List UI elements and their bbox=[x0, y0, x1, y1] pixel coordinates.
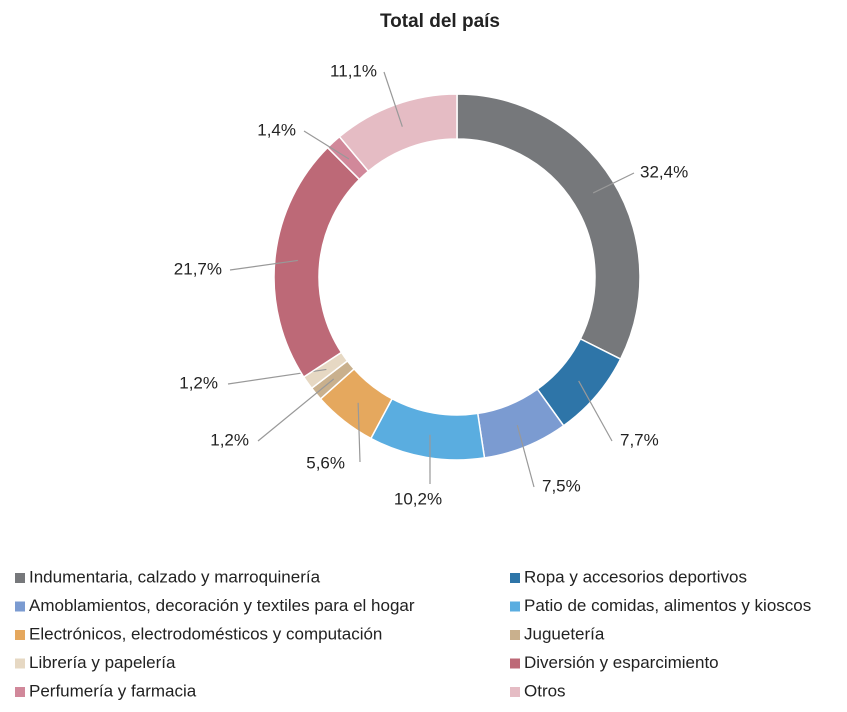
legend-swatch bbox=[15, 659, 25, 669]
legend-swatch bbox=[15, 602, 25, 612]
data-label: 10,2% bbox=[394, 489, 442, 508]
legend-label: Librería y papelería bbox=[29, 653, 176, 672]
data-label: 7,5% bbox=[542, 476, 581, 495]
data-label: 1,2% bbox=[210, 430, 249, 449]
legend-label: Patio de comidas, alimentos y kioscos bbox=[524, 596, 811, 615]
data-label: 11,1% bbox=[330, 61, 377, 80]
legend-swatch bbox=[510, 659, 520, 669]
legend-swatch bbox=[510, 602, 520, 612]
chart-title: Total del país bbox=[380, 11, 500, 32]
legend-swatch bbox=[15, 573, 25, 583]
legend-swatch bbox=[510, 687, 520, 697]
data-label: 21,7% bbox=[174, 259, 222, 278]
legend-label: Otros bbox=[524, 681, 566, 700]
data-label: 7,7% bbox=[620, 430, 659, 449]
legend-label: Amoblamientos, decoración y textiles par… bbox=[29, 596, 415, 615]
leader-line bbox=[258, 379, 334, 441]
legend-label: Indumentaria, calzado y marroquinería bbox=[29, 567, 321, 586]
data-label: 1,2% bbox=[179, 373, 218, 392]
data-label: 5,6% bbox=[306, 453, 345, 472]
data-label: 32,4% bbox=[640, 162, 688, 181]
legend-label: Electrónicos, electrodomésticos y comput… bbox=[29, 624, 382, 643]
legend-swatch bbox=[15, 687, 25, 697]
legend-swatch bbox=[510, 573, 520, 583]
data-label: 1,4% bbox=[257, 120, 296, 139]
legend-label: Juguetería bbox=[524, 624, 605, 643]
donut-slice bbox=[457, 94, 640, 359]
legend-label: Perfumería y farmacia bbox=[29, 681, 197, 700]
legend-swatch bbox=[15, 630, 25, 640]
legend-label: Diversión y esparcimiento bbox=[524, 653, 719, 672]
legend-label: Ropa y accesorios deportivos bbox=[524, 567, 747, 586]
legend-swatch bbox=[510, 630, 520, 640]
